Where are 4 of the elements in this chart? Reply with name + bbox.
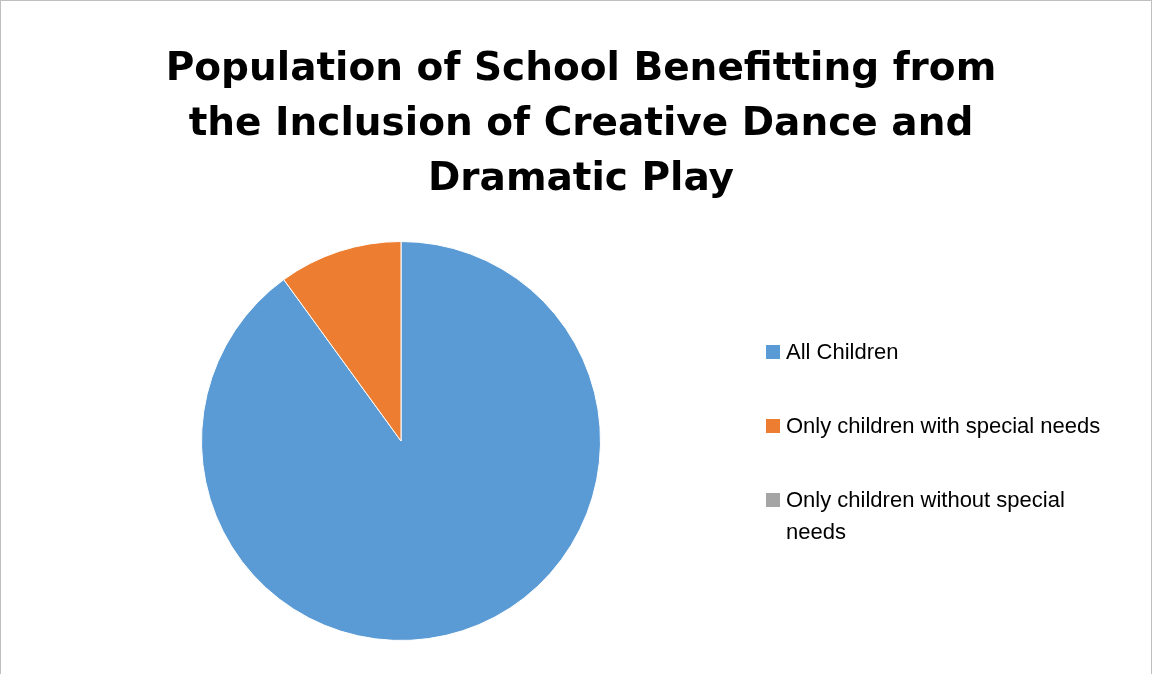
legend-label: All Children [786, 338, 899, 366]
chart-title: Population of School Benefitting from the Inclusion of Creative Dance and Dramatic Play [164, 43, 998, 201]
legend-label: Only children without special needs [786, 486, 1066, 546]
legend-label: Only children with special needs [786, 412, 1101, 440]
